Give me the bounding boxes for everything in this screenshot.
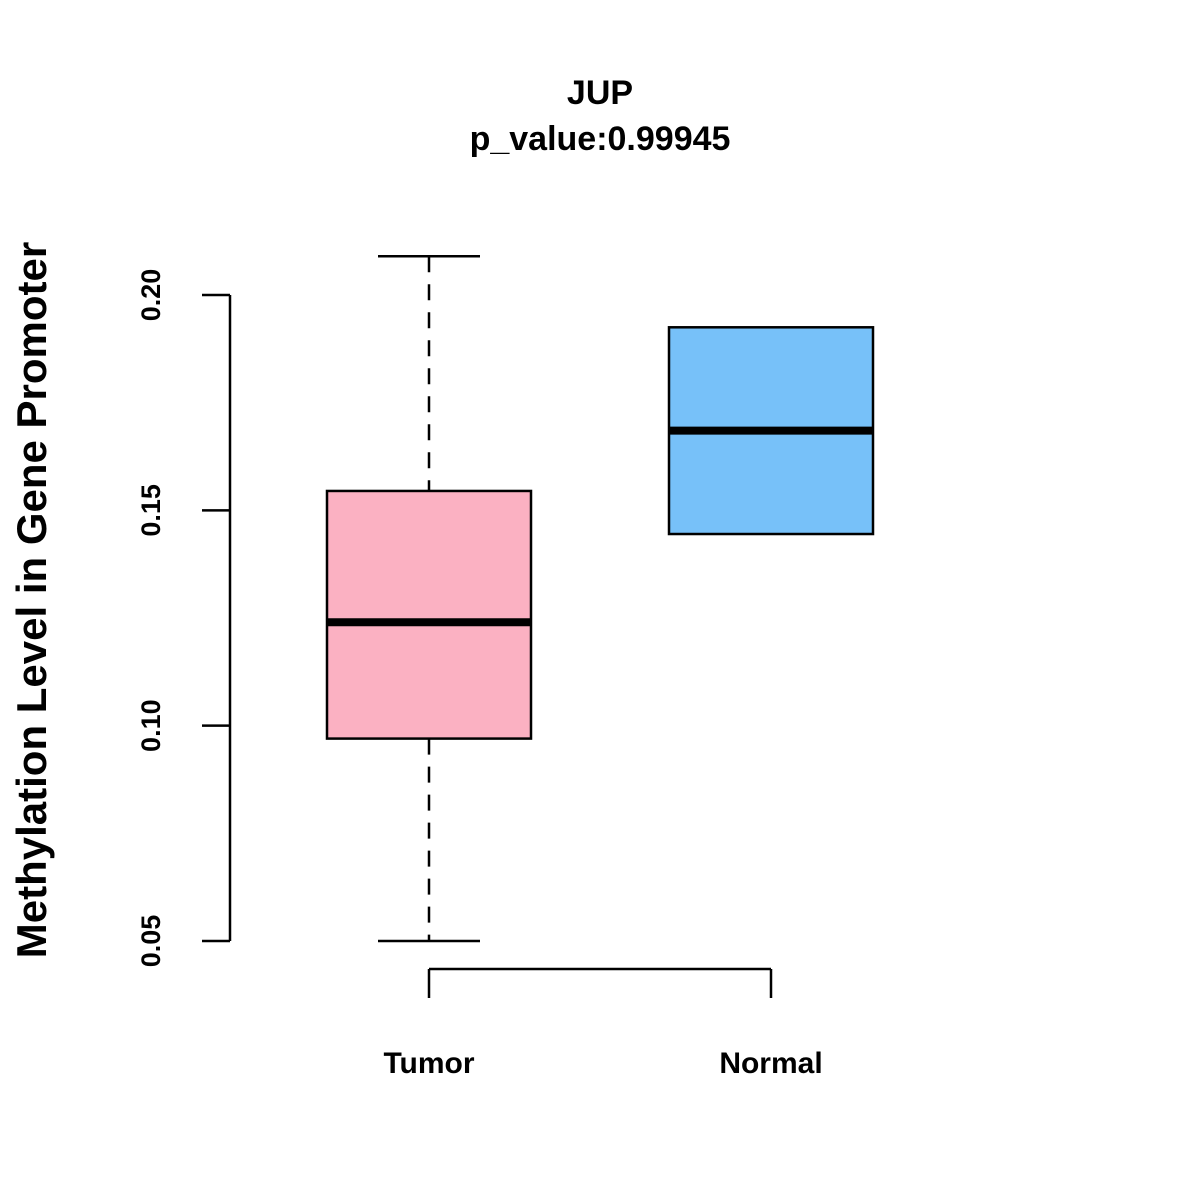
y-tick-label-0: 0.05 [136, 915, 166, 968]
boxes-layer [325, 254, 875, 943]
box-tumor [325, 489, 533, 740]
y-tick-label-3: 0.20 [136, 269, 166, 322]
y-tick-label-1: 0.10 [136, 699, 166, 752]
box-group-tumor [325, 254, 533, 943]
chart-subtitle: p_value:0.99945 [470, 120, 731, 158]
y-tick-label-2: 0.15 [136, 484, 166, 537]
x-tick-label-tumor: Tumor [383, 1047, 474, 1080]
x-axis: Tumor Normal [383, 967, 823, 1080]
x-tick-label-normal: Normal [719, 1047, 822, 1080]
box-group-normal [667, 326, 875, 536]
y-axis: 0.05 0.10 0.15 0.20 [136, 269, 232, 968]
y-axis-label: Methylation Level in Gene Promoter [8, 242, 55, 958]
chart-title: JUP [567, 74, 633, 112]
